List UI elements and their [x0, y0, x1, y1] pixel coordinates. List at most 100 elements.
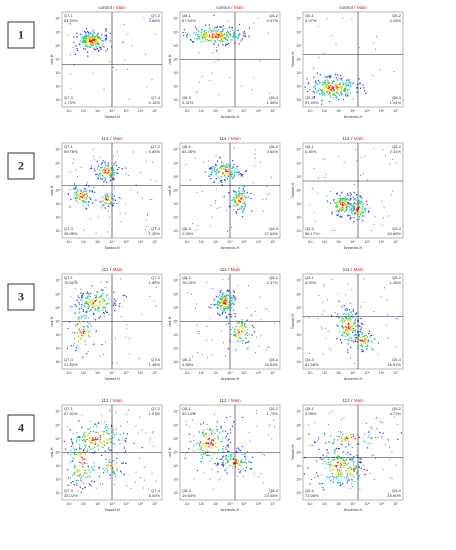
event-dot	[337, 325, 340, 328]
event-dot	[260, 161, 262, 163]
event-dot	[211, 468, 213, 470]
panel-title: 112/Main	[342, 398, 364, 403]
event-dot	[223, 342, 225, 344]
event-dot	[74, 466, 76, 468]
event-dot	[340, 201, 343, 203]
event-dot	[351, 216, 353, 219]
event-dot	[321, 94, 324, 96]
event-dot	[233, 164, 235, 166]
event-dot	[236, 322, 238, 324]
event-dot	[229, 33, 232, 36]
event-dot	[78, 474, 81, 476]
event-dot	[323, 489, 325, 491]
event-dot	[69, 23, 72, 25]
event-dot	[349, 317, 351, 319]
event-dot	[363, 440, 365, 443]
event-dot	[93, 446, 96, 448]
event-dot	[201, 457, 203, 460]
event-dot	[364, 210, 367, 213]
event-dot	[203, 35, 206, 38]
event-dot	[338, 77, 340, 79]
event-dot	[309, 444, 311, 446]
event-dot	[189, 440, 192, 443]
event-dot	[108, 314, 110, 316]
event-dot	[365, 207, 367, 209]
event-dot	[349, 83, 352, 86]
event-dot	[319, 73, 321, 76]
event-dot	[333, 438, 335, 441]
event-dot	[210, 40, 213, 42]
event-dot	[226, 231, 228, 233]
event-dot	[226, 317, 228, 319]
event-dot	[336, 205, 338, 207]
event-dot	[69, 171, 71, 173]
event-dot	[217, 296, 220, 299]
event-dot	[128, 175, 130, 177]
event-dot	[354, 318, 357, 320]
event-dot	[118, 438, 120, 440]
event-dot	[104, 469, 106, 472]
event-dot	[92, 467, 94, 469]
event-dot	[116, 457, 118, 460]
y-tick-label: 10²	[173, 478, 179, 482]
event-dot	[354, 325, 357, 327]
event-dot	[327, 424, 329, 426]
event-dot	[337, 461, 339, 464]
event-dot	[76, 201, 79, 203]
y-axis-label: Tassel-H	[290, 314, 295, 330]
event-dot	[350, 210, 353, 212]
event-dot	[213, 61, 215, 63]
y-tick-label: 10⁶	[55, 423, 61, 427]
event-dot	[359, 339, 362, 342]
event-dot	[87, 465, 89, 467]
event-dot	[200, 34, 202, 36]
x-tick-label: 10³	[95, 109, 101, 113]
event-dot	[220, 33, 223, 35]
event-dot	[362, 437, 364, 440]
event-dot	[242, 188, 245, 190]
event-dot	[189, 35, 191, 37]
event-dot	[262, 453, 264, 455]
event-dot	[93, 168, 95, 170]
event-dot	[369, 207, 371, 209]
event-dot	[124, 294, 126, 296]
event-dot	[102, 433, 104, 436]
event-dot	[231, 27, 233, 29]
event-dot	[362, 335, 364, 338]
event-dot	[88, 196, 91, 199]
event-dot	[343, 440, 345, 442]
flow-panel: 111/MainQ8-176.23%Q8-22.37%Q8-34.58%Q8-4…	[167, 267, 281, 381]
event-dot	[82, 356, 84, 358]
event-dot	[229, 441, 232, 444]
event-dot	[322, 301, 324, 303]
event-dot	[352, 340, 355, 343]
quadrant-percent: 21.33%	[64, 362, 78, 367]
panel-title-part: 114	[101, 136, 109, 141]
event-dot	[83, 440, 85, 442]
event-dot	[237, 29, 239, 32]
event-dot	[369, 336, 371, 338]
event-dot	[335, 465, 337, 467]
event-dot	[134, 482, 136, 484]
event-dot	[104, 301, 106, 303]
event-dot	[243, 330, 245, 332]
event-dot	[361, 350, 363, 353]
event-dot	[238, 331, 241, 333]
event-dot	[205, 436, 207, 439]
event-dot	[227, 42, 230, 45]
event-dot	[368, 431, 370, 433]
event-dot	[246, 191, 248, 194]
event-dot	[344, 312, 346, 315]
quadrant-name: Q5-3	[305, 226, 315, 231]
x-tick-label: 10¹	[308, 240, 314, 244]
y-tick-label: 10⁴	[55, 450, 61, 454]
event-dot	[217, 435, 219, 437]
event-dot	[238, 171, 240, 173]
x-tick-label: 10³	[336, 371, 342, 375]
quadrant-percent: 16.57%	[387, 362, 401, 367]
event-dot	[145, 219, 147, 221]
event-dot	[234, 348, 236, 350]
event-dot	[204, 171, 207, 173]
event-dot	[391, 99, 393, 101]
y-tick-label: 10²	[296, 478, 302, 482]
